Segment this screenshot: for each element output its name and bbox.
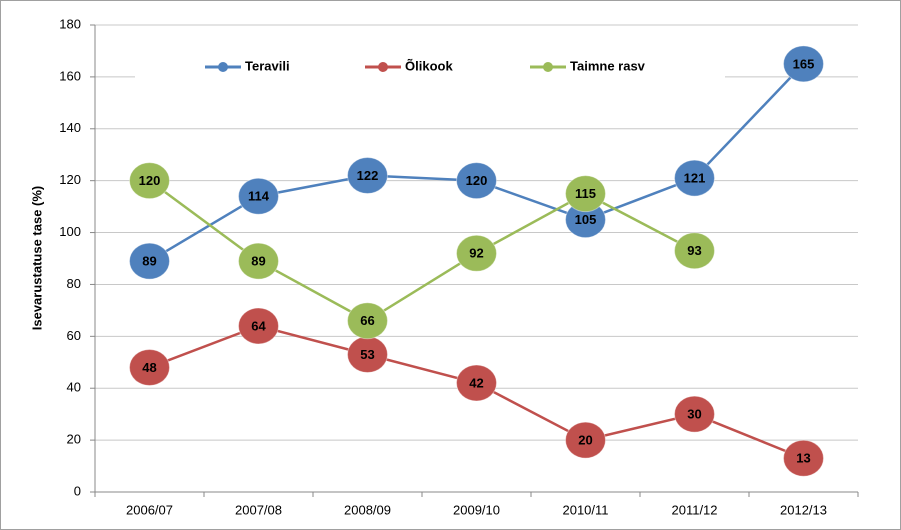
legend-marker	[378, 62, 388, 72]
x-tick-label: 2012/13	[780, 502, 827, 517]
data-label: 48	[142, 360, 156, 375]
data-label: 93	[687, 243, 701, 258]
data-label: 120	[466, 173, 488, 188]
y-tick-label: 80	[67, 276, 81, 291]
data-marker	[674, 395, 715, 433]
data-marker	[238, 177, 279, 215]
data-label: 114	[248, 189, 270, 204]
data-label: 13	[796, 451, 810, 466]
y-tick-label: 180	[59, 16, 81, 31]
data-marker	[456, 234, 497, 272]
data-marker	[783, 439, 824, 477]
data-label: 165	[793, 56, 815, 71]
data-label: 42	[469, 375, 483, 390]
data-marker	[347, 156, 388, 194]
data-marker	[456, 162, 497, 200]
legend-label: Teravili	[245, 58, 290, 73]
data-marker	[129, 242, 170, 280]
data-marker	[783, 45, 824, 83]
y-tick-label: 120	[59, 172, 81, 187]
data-marker	[129, 162, 170, 200]
y-tick-label: 0	[74, 483, 81, 498]
x-tick-label: 2008/09	[344, 502, 391, 517]
legend-marker	[218, 62, 228, 72]
data-label: 92	[469, 246, 483, 261]
data-marker	[565, 175, 606, 213]
data-label: 64	[251, 318, 266, 333]
data-marker	[347, 302, 388, 340]
data-label: 20	[578, 433, 592, 448]
legend-label: Taimne rasv	[570, 58, 646, 73]
data-label: 121	[684, 171, 706, 186]
x-tick-label: 2006/07	[126, 502, 173, 517]
x-tick-label: 2011/12	[671, 502, 717, 517]
y-tick-label: 100	[59, 224, 81, 239]
x-tick-label: 2009/10	[453, 502, 500, 517]
data-label: 89	[142, 254, 156, 269]
y-tick-label: 20	[67, 432, 81, 447]
data-marker	[674, 232, 715, 270]
data-label: 115	[575, 186, 596, 201]
y-tick-label: 40	[67, 380, 81, 395]
data-marker	[129, 348, 170, 386]
data-label: 66	[360, 313, 374, 328]
y-axis-label: Isevarustatuse tase (%)	[29, 186, 44, 331]
y-tick-label: 60	[67, 328, 81, 343]
x-tick-label: 2010/11	[562, 502, 608, 517]
data-marker	[238, 242, 279, 280]
series-line	[148, 179, 696, 323]
legend-label: Õlikook	[405, 58, 453, 73]
y-tick-label: 160	[59, 68, 81, 83]
data-marker	[238, 307, 279, 345]
data-label: 120	[139, 173, 161, 188]
legend-marker	[543, 62, 553, 72]
x-tick-label: 2007/08	[235, 502, 282, 517]
data-marker	[674, 159, 715, 197]
data-label: 89	[251, 254, 265, 269]
y-tick-label: 140	[59, 120, 81, 135]
data-label: 105	[575, 212, 597, 227]
data-marker	[565, 421, 606, 459]
data-marker	[456, 364, 497, 402]
data-label: 122	[357, 168, 379, 183]
data-label: 30	[687, 407, 701, 422]
data-label: 53	[360, 347, 374, 362]
